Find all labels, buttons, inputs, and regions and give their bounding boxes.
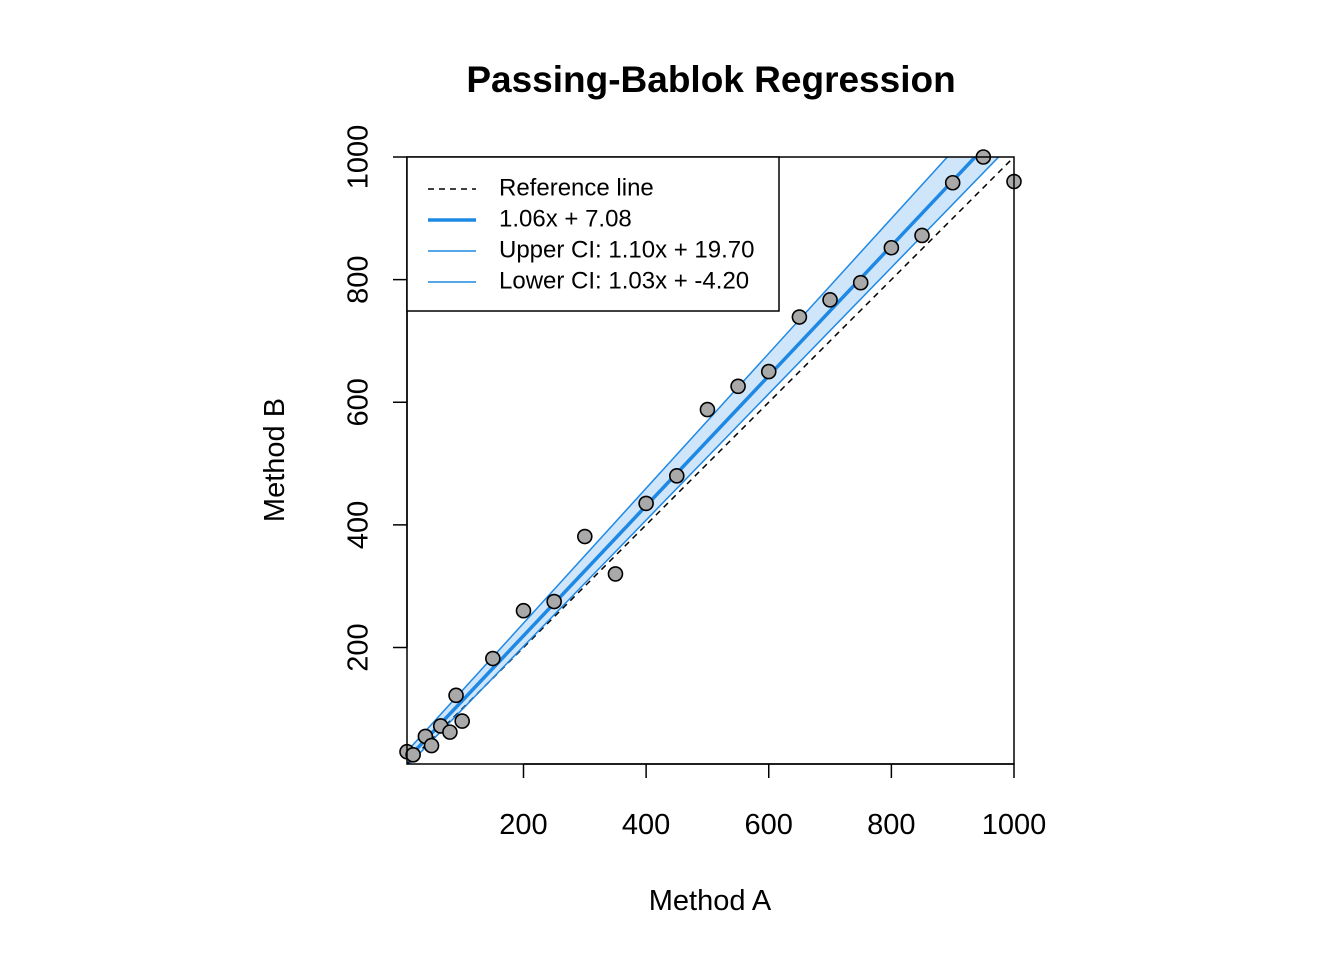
legend-label: Reference line (499, 174, 654, 201)
data-point (423, 737, 440, 754)
data-point (454, 713, 470, 729)
data-point (405, 747, 421, 763)
legend-item: Reference line (428, 174, 654, 201)
legend-box (406, 156, 780, 312)
legend-item: 1.06x + 7.08 (428, 205, 632, 232)
data-point (699, 401, 716, 418)
data-point (822, 292, 838, 308)
data-point (914, 227, 930, 244)
y-tick-label: 400 (343, 501, 375, 549)
legend-item: Lower CI: 1.03x + -4.20 (428, 267, 749, 294)
data-point (638, 495, 654, 512)
legend: Reference line 1.06x + 7.08 Upper CI: 1.10… (406, 156, 780, 312)
y-axis: 200 400 600 800 1000 (343, 125, 408, 672)
chart-title: Passing-Bablok Regression (466, 59, 955, 100)
x-axis: 200 400 600 800 1000 (499, 763, 1047, 841)
data-point (607, 566, 624, 582)
data-point (668, 468, 685, 484)
data-point (515, 602, 532, 619)
upper-ci-line (407, 157, 949, 752)
data-point (577, 528, 593, 545)
y-tick-label: 800 (343, 255, 375, 303)
data-point (448, 687, 464, 704)
data-point (485, 650, 501, 667)
y-axis-label: Method B (259, 398, 291, 522)
data-point (944, 174, 961, 191)
data-point (442, 724, 458, 740)
data-point (883, 239, 900, 256)
data-point (791, 309, 808, 325)
y-tick-label: 1000 (343, 125, 375, 190)
data-point (730, 378, 746, 395)
data-point (852, 274, 869, 291)
x-tick-label: 600 (745, 809, 793, 841)
fit-line (407, 157, 978, 761)
x-tick-label: 1000 (982, 809, 1047, 841)
regression-lines-layer (407, 157, 1014, 764)
x-tick-label: 800 (867, 809, 915, 841)
data-point (760, 363, 777, 380)
legend-label: Lower CI: 1.03x + -4.20 (499, 267, 749, 294)
x-axis-label: Method A (649, 885, 772, 917)
y-tick-label: 600 (343, 378, 375, 426)
y-tick-label: 200 (343, 623, 375, 671)
x-tick-label: 400 (622, 809, 670, 841)
lower-ci-line (408, 157, 1000, 764)
legend-label: 1.06x + 7.08 (499, 205, 632, 232)
legend-item: Upper CI: 1.10x + 19.70 (428, 236, 755, 263)
legend-label: Upper CI: 1.10x + 19.70 (499, 236, 755, 263)
data-point (546, 593, 562, 610)
x-tick-label: 200 (499, 809, 547, 841)
